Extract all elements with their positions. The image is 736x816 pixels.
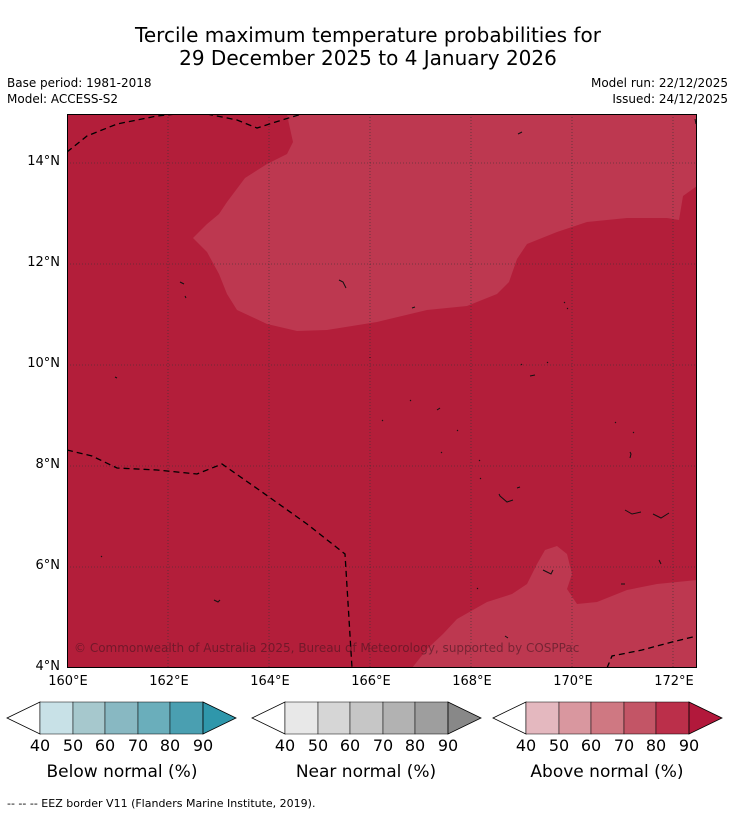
gridlines — [67, 114, 697, 668]
cbar-near-tick: 80 — [404, 736, 426, 755]
issued-date: Issued: 24/12/2025 — [612, 92, 728, 106]
map-canvas — [67, 114, 697, 668]
cbar-near-seg-5 — [414, 701, 449, 735]
region-above-60-70-south — [412, 546, 697, 668]
base-period: Base period: 1981-2018 — [7, 76, 152, 90]
cbar-below-tick: 60 — [94, 736, 116, 755]
eez-footnote: -- -- -- EEZ border V11 (Flanders Marine… — [7, 797, 316, 810]
lon-label-168e: 168°E — [452, 674, 492, 689]
lat-label-10n: 10°N — [27, 356, 60, 371]
lon-label-164e: 164°E — [250, 674, 290, 689]
map-title-line2: 29 December 2025 to 4 January 2026 — [179, 46, 557, 70]
cbar-above-tick: 80 — [645, 736, 667, 755]
cbar-below-seg-4 — [137, 701, 171, 735]
meta-left: Base period: 1981-2018 Model: ACCESS-S2 — [7, 75, 152, 107]
lon-label-162e: 162°E — [149, 674, 189, 689]
cbar-below-seg-1 — [39, 701, 74, 735]
map-frame — [67, 114, 697, 668]
lat-label-6n: 6°N — [35, 558, 61, 573]
cbar-above-tick: 40 — [515, 736, 537, 755]
forecast-map: © Commonwealth of Australia 2025, Bureau… — [67, 114, 697, 668]
islands — [100, 118, 697, 639]
cbar-above-title: Above normal (%) — [530, 762, 684, 782]
cbar-near-title: Near normal (%) — [295, 762, 437, 782]
cbar-above-seg-5 — [655, 701, 690, 735]
cbar-above-seg-6 — [688, 701, 723, 735]
cbar-above-seg-0 — [492, 701, 527, 735]
cbar-below-title: Below normal (%) — [46, 762, 198, 782]
model-name: Model: ACCESS-S2 — [7, 92, 119, 106]
cbar-below-tick: 70 — [127, 736, 149, 755]
cbar-near-seg-1 — [284, 701, 319, 735]
cbar-below-tick: 80 — [159, 736, 181, 755]
lat-label-14n: 14°N — [27, 154, 60, 169]
cbar-above-tick: 60 — [580, 736, 602, 755]
lon-label-172e: 172°E — [654, 674, 694, 689]
eez-borders — [67, 114, 697, 668]
cbar-near-seg-0 — [251, 701, 286, 735]
lat-label-12n: 12°N — [27, 255, 60, 270]
cbar-above-tick: 50 — [548, 736, 570, 755]
cbar-below-tick: 40 — [29, 736, 51, 755]
cbar-near-tick: 70 — [372, 736, 394, 755]
cbar-near-tick: 90 — [437, 736, 459, 755]
cbar-near-seg-6 — [447, 701, 482, 735]
cbar-below-seg-0 — [6, 701, 41, 735]
colorbar-below-normal — [6, 701, 237, 735]
cbar-near-tick: 40 — [274, 736, 296, 755]
colorbar-above-normal — [492, 701, 723, 735]
cbar-below-tick: 50 — [62, 736, 84, 755]
cbar-below-seg-2 — [72, 701, 106, 735]
colorbar-near-normal — [251, 701, 482, 735]
cbar-near-tick: 50 — [307, 736, 329, 755]
lat-label-4n: 4°N — [35, 659, 61, 674]
cbar-below-seg-3 — [104, 701, 139, 735]
cbar-above-seg-4 — [623, 701, 657, 735]
cbar-above-seg-1 — [525, 701, 560, 735]
cbar-near-seg-4 — [382, 701, 416, 735]
cbar-above-seg-3 — [590, 701, 625, 735]
lat-label-8n: 8°N — [35, 457, 61, 472]
model-run: Model run: 22/12/2025 — [590, 76, 728, 90]
map-title-line1: Tercile maximum temperature probabilitie… — [135, 23, 601, 47]
cbar-near-tick: 60 — [339, 736, 361, 755]
cbar-near-seg-2 — [317, 701, 351, 735]
cbar-below-tick: 90 — [192, 736, 214, 755]
lon-label-160e: 160°E — [48, 674, 88, 689]
lon-label-170e: 170°E — [553, 674, 593, 689]
cbar-near-seg-3 — [349, 701, 384, 735]
cbar-above-tick: 70 — [613, 736, 635, 755]
cbar-above-tick: 90 — [678, 736, 700, 755]
lon-label-166e: 166°E — [351, 674, 391, 689]
cbar-below-seg-5 — [169, 701, 204, 735]
cbar-above-seg-2 — [558, 701, 592, 735]
copyright-notice: © Commonwealth of Australia 2025, Bureau… — [74, 641, 580, 655]
region-above-60-70-north — [193, 114, 697, 331]
meta-right: Model run: 22/12/2025 Issued: 24/12/2025 — [591, 75, 728, 107]
cbar-below-seg-6 — [202, 701, 237, 735]
